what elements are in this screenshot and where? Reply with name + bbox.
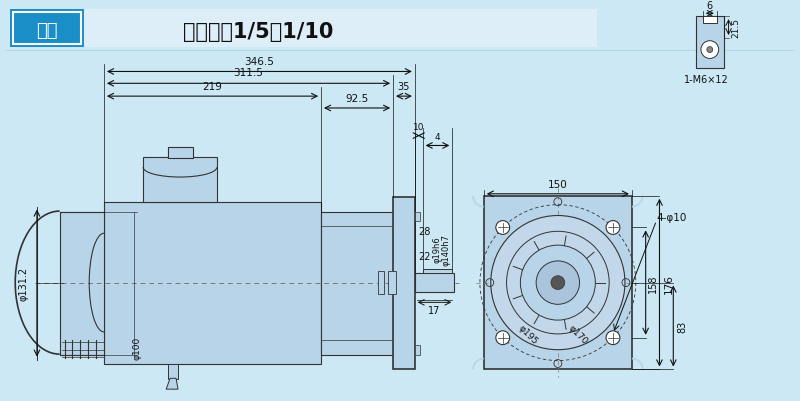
Circle shape <box>496 221 510 235</box>
Text: 150: 150 <box>548 179 568 189</box>
Text: 17: 17 <box>428 306 441 316</box>
Polygon shape <box>60 212 104 355</box>
Polygon shape <box>10 10 84 48</box>
Text: φ140h7: φ140h7 <box>442 233 450 265</box>
Polygon shape <box>703 17 717 24</box>
Polygon shape <box>166 379 178 389</box>
Polygon shape <box>414 212 420 222</box>
Circle shape <box>520 245 595 320</box>
Polygon shape <box>696 17 724 68</box>
Polygon shape <box>84 10 598 48</box>
Circle shape <box>701 42 718 59</box>
Polygon shape <box>168 365 178 379</box>
Circle shape <box>606 221 620 235</box>
Text: 1-M6×12: 1-M6×12 <box>684 75 729 85</box>
Text: 減速比　1/5～1/10: 減速比 1/5～1/10 <box>183 22 334 42</box>
Text: 92.5: 92.5 <box>346 94 369 104</box>
Text: 219: 219 <box>202 82 222 92</box>
Text: 図１: 図１ <box>36 22 58 40</box>
Polygon shape <box>484 196 632 369</box>
Polygon shape <box>143 158 218 202</box>
Text: 35: 35 <box>398 82 410 92</box>
Polygon shape <box>393 197 414 369</box>
Text: 346.5: 346.5 <box>245 57 274 67</box>
Polygon shape <box>378 271 384 295</box>
Text: φ170: φ170 <box>566 323 589 345</box>
Text: 158: 158 <box>648 273 658 292</box>
Text: 311.5: 311.5 <box>234 68 263 78</box>
Text: 83: 83 <box>678 320 687 332</box>
Polygon shape <box>321 212 395 355</box>
Circle shape <box>551 276 565 290</box>
Circle shape <box>606 331 620 345</box>
Text: 21.5: 21.5 <box>731 18 741 38</box>
Text: 28: 28 <box>418 227 431 237</box>
Text: φ131.2: φ131.2 <box>18 266 28 300</box>
Text: 22: 22 <box>418 251 431 261</box>
Polygon shape <box>388 271 396 295</box>
Text: 4: 4 <box>434 132 440 141</box>
Polygon shape <box>422 269 452 273</box>
Text: φ100: φ100 <box>132 336 141 359</box>
Text: 4-φ10: 4-φ10 <box>657 212 687 222</box>
Text: 176: 176 <box>663 273 674 293</box>
Polygon shape <box>414 345 420 355</box>
Text: 6: 6 <box>706 1 713 11</box>
Text: φ19h6: φ19h6 <box>433 236 442 263</box>
Text: φ195: φ195 <box>517 323 540 345</box>
Polygon shape <box>104 202 321 365</box>
Circle shape <box>496 331 510 345</box>
Polygon shape <box>168 148 193 159</box>
Circle shape <box>490 216 625 350</box>
Polygon shape <box>414 273 454 293</box>
Text: 10: 10 <box>413 122 425 132</box>
Circle shape <box>536 261 579 304</box>
Circle shape <box>707 47 713 53</box>
